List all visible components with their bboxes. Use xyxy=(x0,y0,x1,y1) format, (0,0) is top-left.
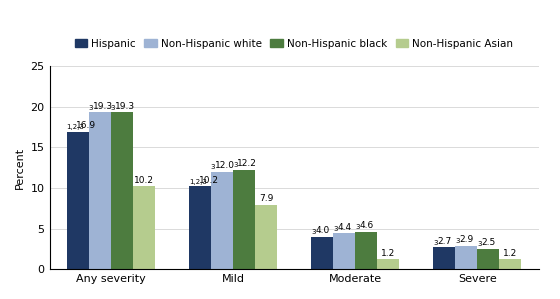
Text: 1.2: 1.2 xyxy=(503,249,517,258)
Bar xyxy=(311,237,333,269)
Bar xyxy=(133,186,155,269)
Bar xyxy=(433,247,455,269)
Text: 3: 3 xyxy=(233,162,237,168)
Text: 16.9: 16.9 xyxy=(76,121,96,130)
Bar xyxy=(255,205,277,269)
Bar xyxy=(355,232,377,269)
Text: 7.9: 7.9 xyxy=(259,194,273,203)
Text: 3: 3 xyxy=(433,239,438,245)
Bar xyxy=(455,245,478,269)
Bar xyxy=(377,260,399,269)
Text: 2.7: 2.7 xyxy=(437,237,451,245)
Text: 4.0: 4.0 xyxy=(315,226,329,235)
Text: 10.2: 10.2 xyxy=(199,176,219,185)
Text: 3: 3 xyxy=(333,226,338,232)
Bar xyxy=(88,112,111,269)
Text: 3: 3 xyxy=(88,105,93,111)
Bar xyxy=(500,260,521,269)
Text: 3: 3 xyxy=(211,164,216,170)
Text: 19.3: 19.3 xyxy=(92,102,113,111)
Text: 1.2: 1.2 xyxy=(381,249,395,258)
Text: 1,2,3: 1,2,3 xyxy=(189,179,207,185)
Bar xyxy=(333,234,355,269)
Bar xyxy=(233,170,255,269)
Text: 4.4: 4.4 xyxy=(337,223,351,232)
Bar xyxy=(189,186,211,269)
Y-axis label: Percent: Percent xyxy=(15,147,25,189)
Bar xyxy=(478,249,500,269)
Text: 19.3: 19.3 xyxy=(115,102,135,111)
Text: 2.5: 2.5 xyxy=(482,238,496,247)
Text: 3: 3 xyxy=(478,241,482,247)
Text: 3: 3 xyxy=(311,229,316,235)
Text: 3: 3 xyxy=(455,238,460,244)
Text: 1,2,3: 1,2,3 xyxy=(67,124,85,130)
Bar xyxy=(211,172,233,269)
Text: 3: 3 xyxy=(111,105,115,111)
Text: 4.6: 4.6 xyxy=(359,221,374,230)
Bar xyxy=(67,132,88,269)
Text: 2.9: 2.9 xyxy=(459,235,474,244)
Text: 3: 3 xyxy=(355,224,360,230)
Bar xyxy=(111,112,133,269)
Text: 12.2: 12.2 xyxy=(237,159,256,168)
Legend: Hispanic, Non-Hispanic white, Non-Hispanic black, Non-Hispanic Asian: Hispanic, Non-Hispanic white, Non-Hispan… xyxy=(71,35,517,53)
Text: 12.0: 12.0 xyxy=(215,161,235,170)
Text: 10.2: 10.2 xyxy=(134,176,153,185)
